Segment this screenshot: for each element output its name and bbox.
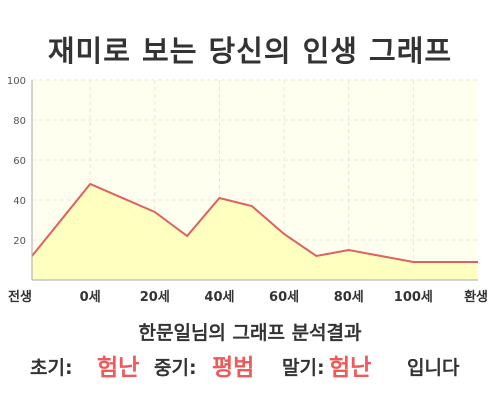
y-tick-label: 80 [13,116,26,127]
x-tick-label: 전생 [8,289,32,305]
y-tick-labels: 20 40 60 80 100 [7,76,26,247]
analysis-result: 초기: 험난 중기: 평범 말기: 험난 입니다 [0,348,500,381]
late-value: 험난 [329,355,372,381]
x-tick-labels: 전생 0세 20세 40세 60세 80세 100세 환생 [8,289,488,305]
life-line [31,182,478,263]
early-label: 초기: [30,357,73,379]
analysis-heading: 한문일님의 그래프 분석결과 [138,322,362,344]
early-value: 험난 [97,355,140,381]
mid-value: 평범 [212,355,255,381]
y-tick-label: 100 [7,76,26,87]
page-title: 재미로 보는 당신의 인생 그래프 [47,34,453,68]
x-tick-label: 60세 [269,290,299,305]
mid-label: 중기: [154,357,197,379]
y-tick-label: 60 [13,156,26,167]
late-label: 말기: [282,357,325,379]
x-tick-label: 20세 [140,290,170,305]
x-tick-label: 100세 [394,290,433,305]
result-suffix: 입니다 [407,357,460,379]
y-tick-label: 20 [13,236,26,247]
y-tick-label: 40 [13,196,26,207]
x-tick-label: 0세 [80,290,101,305]
x-tick-label: 80세 [334,290,364,305]
x-tick-label: 환생 [464,289,488,305]
grid-lines [32,79,478,280]
x-tick-label: 40세 [204,290,234,305]
